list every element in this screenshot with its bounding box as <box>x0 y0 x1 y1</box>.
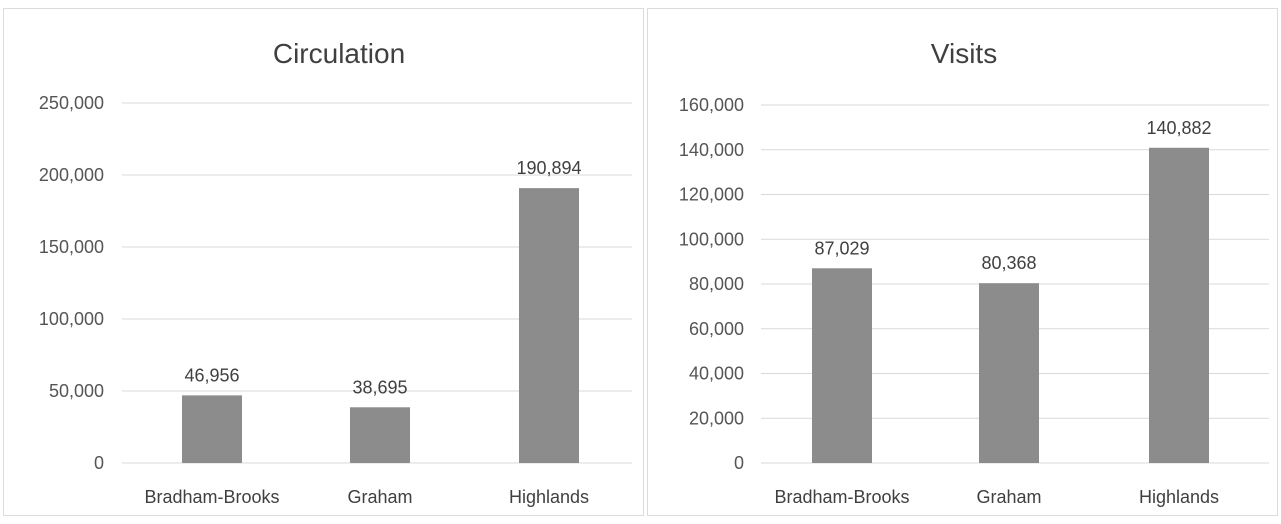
y-tick-label: 0 <box>734 453 744 473</box>
visits-chart: Visits 0 20,000 40,000 60,000 80,000 100,000 1… <box>679 38 1269 507</box>
y-tick-label: 100,000 <box>39 309 104 329</box>
bar-highlands <box>1149 147 1209 463</box>
data-label: 190,894 <box>516 158 581 178</box>
y-tick-label: 0 <box>94 453 104 473</box>
chart-title: Circulation <box>273 38 405 69</box>
y-tick-label: 40,000 <box>689 364 744 384</box>
data-label: 38,695 <box>352 377 407 397</box>
bar-graham <box>350 407 410 463</box>
data-label: 46,956 <box>184 365 239 385</box>
y-tick-label: 250,000 <box>39 93 104 113</box>
bar-highlands <box>519 188 579 463</box>
y-tick-label: 120,000 <box>679 185 744 205</box>
y-tick-label: 80,000 <box>689 274 744 294</box>
data-label: 80,368 <box>981 253 1036 273</box>
y-tick-label: 160,000 <box>679 95 744 115</box>
chart-title: Visits <box>931 38 997 69</box>
x-category-label: Graham <box>976 487 1041 507</box>
x-category-label: Highlands <box>1139 487 1219 507</box>
data-label: 87,029 <box>814 238 869 258</box>
x-category-label: Bradham-Brooks <box>144 487 279 507</box>
y-tick-label: 60,000 <box>689 319 744 339</box>
bar-graham <box>979 283 1039 463</box>
x-category-label: Graham <box>347 487 412 507</box>
visits-chart-panel: Visits 0 20,000 40,000 60,000 80,000 100,000 1… <box>647 8 1278 516</box>
y-tick-label: 140,000 <box>679 140 744 160</box>
y-tick-label: 50,000 <box>49 381 104 401</box>
y-tick-label: 20,000 <box>689 408 744 428</box>
circulation-chart-panel: Circulation 0 50,000 100,000 150,000 200,000… <box>3 8 644 516</box>
data-label: 140,882 <box>1146 118 1211 138</box>
y-tick-label: 150,000 <box>39 237 104 257</box>
x-category-label: Bradham-Brooks <box>774 487 909 507</box>
y-tick-label: 200,000 <box>39 165 104 185</box>
bar-bradham-brooks <box>812 268 872 463</box>
x-category-label: Highlands <box>509 487 589 507</box>
y-tick-label: 100,000 <box>679 229 744 249</box>
bar-bradham-brooks <box>182 395 242 463</box>
circulation-chart: Circulation 0 50,000 100,000 150,000 200,000… <box>39 38 632 507</box>
